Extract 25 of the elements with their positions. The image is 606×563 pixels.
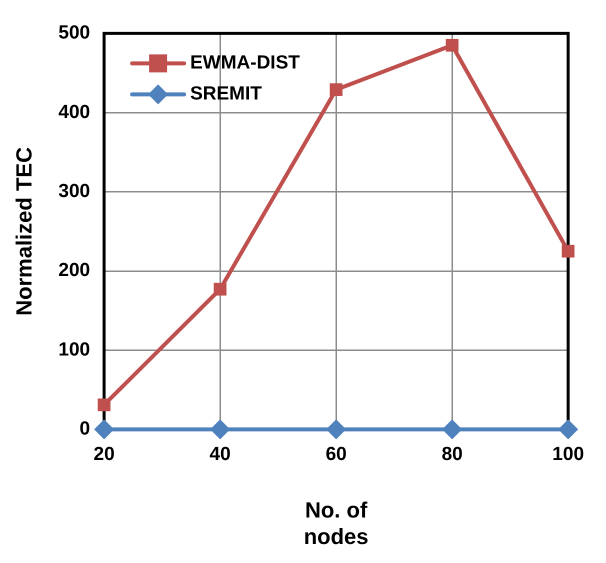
- y-tick-label: 300: [58, 181, 90, 202]
- point: [558, 419, 578, 440]
- x-tick-label: 80: [442, 444, 463, 466]
- y-axis-title: Normalized TEC: [11, 146, 36, 316]
- point: [446, 38, 458, 52]
- point: [442, 419, 462, 440]
- x-tick-label: 20: [94, 444, 115, 466]
- y-tick-label: 200: [58, 260, 90, 282]
- point: [98, 398, 110, 412]
- y-tick-label: 100: [58, 339, 90, 360]
- x-tick-label: 40: [210, 444, 231, 466]
- point: [210, 419, 230, 440]
- point: [330, 83, 342, 96]
- legend-label: SREMIT: [190, 84, 262, 105]
- y-tick-label: 0: [80, 418, 90, 440]
- x-tick-label: 100: [552, 444, 584, 466]
- point: [214, 282, 226, 296]
- y-tick-label: 400: [58, 102, 90, 123]
- point: [94, 419, 114, 440]
- y-tick-label: 500: [58, 22, 90, 44]
- point: [326, 419, 346, 440]
- point: [562, 244, 575, 258]
- x-axis-title: No. of nodes: [304, 497, 369, 549]
- legend-label: EWMA-DIST: [190, 52, 300, 74]
- x-tick-label: 60: [326, 444, 347, 466]
